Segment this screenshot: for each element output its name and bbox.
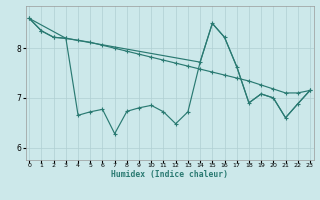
X-axis label: Humidex (Indice chaleur): Humidex (Indice chaleur) xyxy=(111,170,228,179)
